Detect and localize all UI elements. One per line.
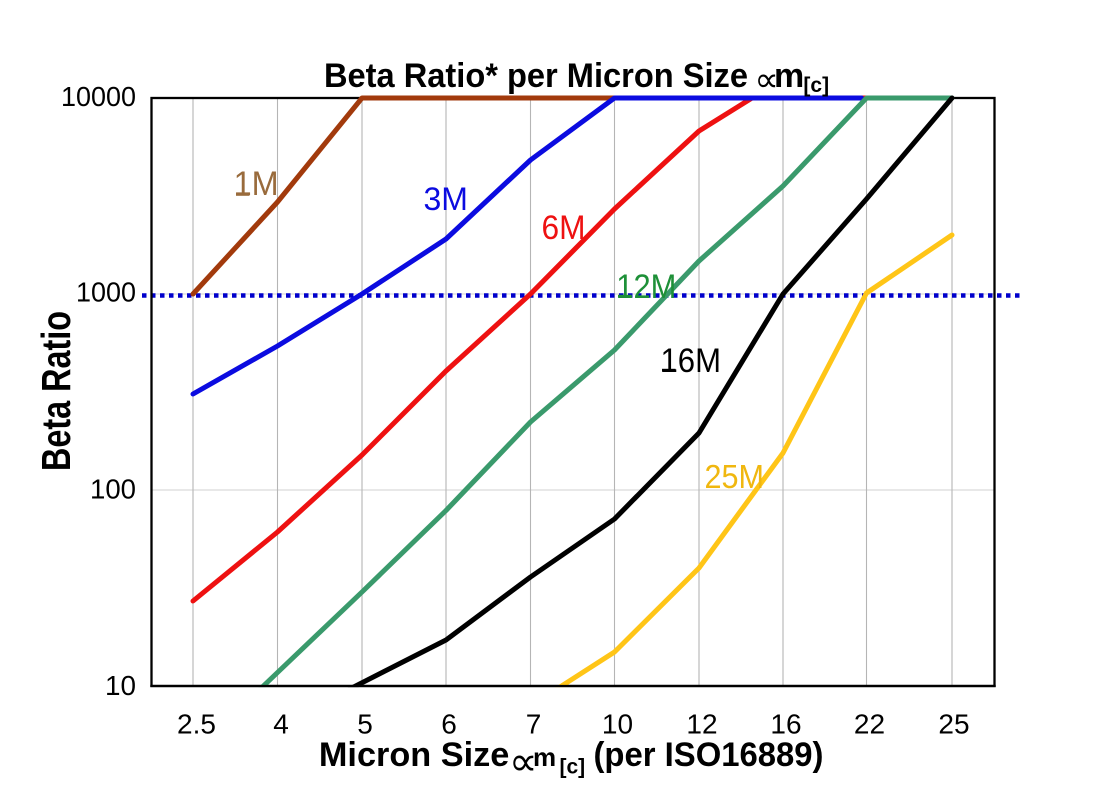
svg-text:(per ISO16889): (per ISO16889) xyxy=(594,736,824,774)
svg-text:25: 25 xyxy=(938,709,969,740)
svg-text:[c]: [c] xyxy=(803,74,829,97)
svg-text:10: 10 xyxy=(105,670,136,701)
svg-text:Beta Ratio* per Micron Size: Beta Ratio* per Micron Size xyxy=(324,57,748,95)
svg-text:10000: 10000 xyxy=(61,81,136,112)
svg-text:3M: 3M xyxy=(424,181,468,217)
svg-text:12M: 12M xyxy=(616,268,676,306)
svg-text:1M: 1M xyxy=(234,165,279,203)
svg-text:5: 5 xyxy=(357,709,373,740)
svg-text:12: 12 xyxy=(686,709,717,740)
svg-text:25M: 25M xyxy=(705,458,765,495)
svg-text:7: 7 xyxy=(526,709,542,740)
svg-text:10: 10 xyxy=(602,709,633,740)
svg-text:m: m xyxy=(774,57,804,95)
svg-text:Micron Size: Micron Size xyxy=(319,736,509,774)
svg-text:6M: 6M xyxy=(542,209,586,247)
svg-text:m: m xyxy=(533,742,556,772)
svg-text:22: 22 xyxy=(854,709,885,740)
svg-text:[c]: [c] xyxy=(560,756,586,779)
svg-text:1000: 1000 xyxy=(76,277,136,308)
svg-text:∝: ∝ xyxy=(509,740,538,784)
svg-text:100: 100 xyxy=(90,474,136,505)
svg-text:16: 16 xyxy=(770,709,801,740)
svg-text:16M: 16M xyxy=(661,342,722,380)
svg-text:2.5: 2.5 xyxy=(177,709,216,740)
svg-text:∝: ∝ xyxy=(755,61,779,99)
svg-text:6: 6 xyxy=(441,709,457,740)
svg-text:Beta Ratio: Beta Ratio xyxy=(33,311,79,471)
svg-text:4: 4 xyxy=(273,709,289,740)
